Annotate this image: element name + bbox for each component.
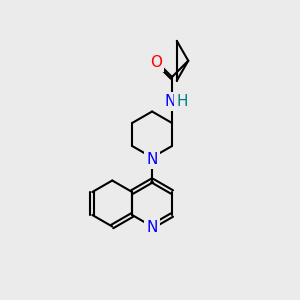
Text: N: N: [164, 94, 176, 109]
Text: H: H: [176, 94, 188, 109]
Text: N: N: [146, 220, 158, 236]
Text: O: O: [150, 55, 162, 70]
Text: N: N: [146, 152, 158, 166]
